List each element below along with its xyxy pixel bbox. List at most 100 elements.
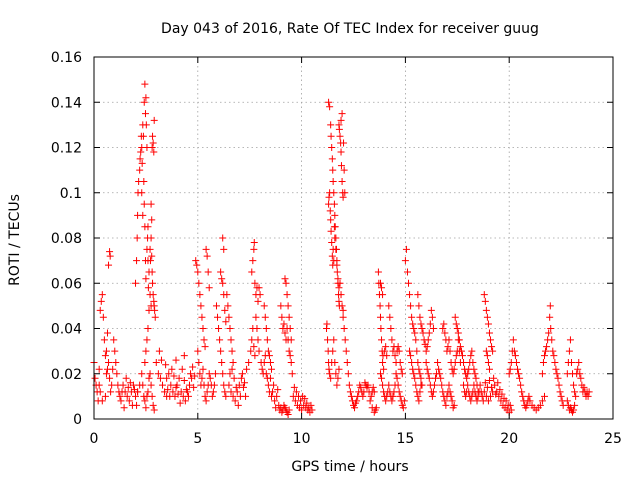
data-point	[538, 370, 546, 378]
data-point	[377, 325, 385, 332]
data-point	[141, 358, 149, 366]
data-point	[422, 358, 430, 366]
data-point	[225, 313, 233, 321]
data-point	[396, 392, 404, 400]
data-point	[141, 397, 149, 405]
data-point	[241, 379, 249, 387]
data-point	[192, 257, 200, 265]
data-point	[216, 336, 224, 344]
data-point	[454, 329, 462, 337]
data-point	[228, 347, 236, 355]
data-point	[263, 336, 271, 344]
data-point	[116, 392, 124, 400]
data-point	[387, 325, 395, 332]
data-point	[196, 291, 204, 299]
data-point	[195, 279, 203, 287]
data-point	[138, 370, 146, 378]
x-tick-label: 20	[500, 431, 518, 447]
data-point	[405, 279, 413, 287]
data-point	[376, 302, 384, 310]
data-point	[229, 392, 237, 400]
data-point	[134, 388, 142, 396]
data-point	[471, 370, 479, 378]
data-point	[345, 381, 353, 389]
data-point	[385, 302, 393, 310]
data-point	[422, 347, 430, 355]
x-tick-label: 5	[193, 431, 202, 447]
data-point	[261, 313, 269, 321]
data-point	[367, 392, 375, 400]
data-point	[175, 374, 183, 382]
data-point	[327, 132, 335, 140]
data-point	[344, 370, 352, 378]
data-point	[223, 291, 231, 299]
y-tick-label: 0.12	[51, 141, 82, 157]
data-point	[482, 306, 490, 314]
data-point	[326, 370, 334, 378]
data-point	[519, 392, 527, 400]
y-tick-label: 0.16	[51, 50, 82, 66]
data-point	[174, 390, 182, 398]
data-point	[379, 291, 387, 299]
data-point	[328, 155, 336, 163]
data-point	[379, 358, 387, 366]
data-point	[140, 177, 148, 185]
data-point	[285, 313, 293, 321]
data-point	[142, 404, 150, 412]
data-point	[557, 392, 565, 400]
data-point	[388, 336, 396, 344]
data-point	[163, 374, 171, 382]
data-point	[284, 410, 292, 418]
data-point	[277, 302, 285, 310]
y-axis-label: ROTI / TECUs	[7, 194, 23, 286]
data-point	[100, 336, 108, 344]
data-point	[330, 223, 338, 231]
data-point	[353, 397, 361, 405]
data-point	[266, 358, 274, 366]
data-point	[332, 370, 340, 378]
data-point	[442, 401, 450, 409]
data-point	[435, 365, 443, 373]
data-point	[463, 374, 471, 382]
data-point	[341, 189, 349, 197]
data-point	[148, 216, 156, 224]
data-point	[149, 401, 157, 409]
data-point	[338, 302, 346, 310]
data-point	[149, 279, 157, 287]
data-point	[284, 302, 292, 310]
data-point	[206, 374, 214, 382]
data-point	[490, 374, 498, 382]
data-point	[386, 313, 394, 321]
data-point	[448, 397, 456, 405]
data-point	[219, 234, 227, 242]
data-point	[414, 392, 422, 400]
data-point	[198, 374, 206, 382]
data-point	[565, 347, 573, 355]
data-point	[575, 358, 583, 366]
data-point	[488, 383, 496, 391]
data-point	[224, 302, 232, 310]
data-point	[266, 374, 274, 382]
data-point	[339, 193, 347, 201]
data-point	[139, 132, 147, 140]
data-point	[392, 370, 400, 378]
data-point	[369, 383, 377, 391]
data-point	[264, 347, 272, 355]
data-point	[506, 401, 514, 409]
data-point	[230, 374, 238, 382]
data-point	[159, 381, 167, 389]
data-point	[393, 374, 401, 382]
data-point	[262, 325, 270, 332]
data-point	[167, 381, 175, 389]
data-point	[255, 347, 263, 355]
data-point	[397, 365, 405, 373]
data-point	[487, 336, 495, 344]
data-point	[580, 383, 588, 391]
data-point	[185, 381, 193, 389]
data-point	[574, 365, 582, 373]
data-point	[272, 404, 280, 412]
data-point	[232, 383, 240, 391]
data-point	[464, 370, 472, 378]
data-point	[382, 397, 390, 405]
